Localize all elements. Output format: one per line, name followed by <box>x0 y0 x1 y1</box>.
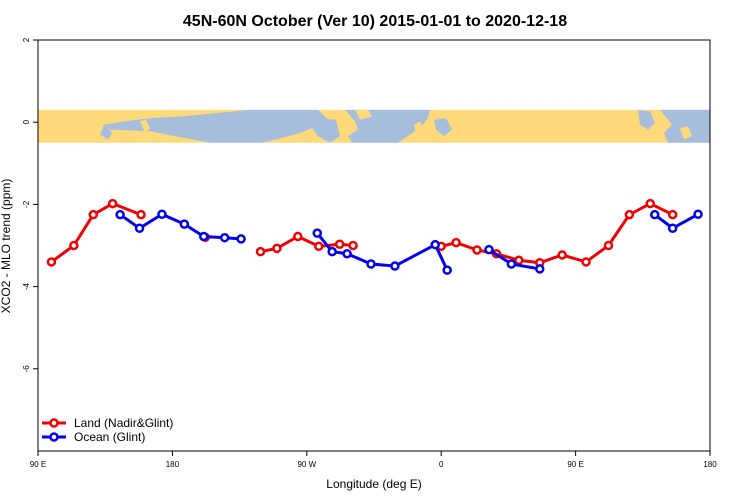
data-point <box>313 241 324 252</box>
plot-frame <box>37 39 711 452</box>
map-ocean-okhotsk <box>638 109 655 130</box>
data-point <box>69 240 79 251</box>
data-point <box>506 259 517 269</box>
data-point <box>645 198 656 209</box>
data-point <box>390 261 400 271</box>
series-lines <box>46 198 703 275</box>
data-point <box>157 209 167 220</box>
map-ocean-atlantic <box>345 109 430 143</box>
chart-title: 45N-60N October (Ver 10) 2015-01-01 to 2… <box>183 13 567 30</box>
data-point <box>88 209 99 220</box>
data-point <box>179 219 190 229</box>
x-tick-label: 180 <box>703 460 717 469</box>
y-tick-label: 0 <box>22 119 31 124</box>
map-ocean-pacific-east <box>660 109 710 143</box>
map-island-greenland-tip <box>355 109 372 120</box>
data-point <box>535 264 545 274</box>
y-tick-label: -6 <box>22 365 31 373</box>
data-point <box>107 198 118 209</box>
data-point <box>136 209 146 220</box>
legend-marker <box>49 418 59 428</box>
data-point <box>667 223 678 233</box>
x-axis: 90 E 180 90 W 0 90 E 180 <box>30 451 717 469</box>
legend-label: Land (Nadir&Glint) <box>74 416 173 430</box>
series-ocean <box>115 209 703 275</box>
data-point <box>327 246 337 257</box>
data-point <box>366 259 376 269</box>
x-tick-label: 90 E <box>30 460 46 469</box>
data-point <box>667 209 678 220</box>
data-point <box>472 245 482 255</box>
data-point <box>514 255 524 266</box>
y-tick-label: -4 <box>22 282 31 290</box>
data-point <box>312 228 323 238</box>
x-tick-label: 180 <box>166 460 180 469</box>
map-ocean-pacific <box>104 109 330 143</box>
x-tick-label: 90 E <box>567 460 583 469</box>
data-point <box>603 240 614 251</box>
y-tick-label: 2 <box>22 37 31 42</box>
y-axis-label: XCO2 - MLO trend (ppm) <box>0 179 13 314</box>
data-point <box>219 232 230 243</box>
data-point <box>693 209 703 220</box>
data-point <box>484 244 494 255</box>
map-island-alaska-east <box>680 126 692 140</box>
data-point <box>348 240 358 251</box>
map-band <box>38 109 710 143</box>
map-island-britain <box>414 121 424 135</box>
series-land <box>46 198 678 268</box>
map-ocean-baltic <box>434 118 452 137</box>
legend: Land (Nadir&Glint)Ocean (Glint) <box>42 416 173 444</box>
map-island-baffin <box>322 109 344 119</box>
data-point <box>334 239 345 250</box>
data-point <box>199 231 209 242</box>
data-point <box>236 234 246 244</box>
map-ocean-hudson-bay <box>312 118 340 143</box>
data-point <box>134 223 145 233</box>
data-point <box>557 250 567 260</box>
x-axis-label: Longitude (deg E) <box>326 477 421 491</box>
map-island-kamchatka <box>140 119 150 133</box>
data-point <box>255 246 266 257</box>
data-point <box>581 257 591 267</box>
legend-marker <box>49 432 59 442</box>
legend-label: Ocean (Glint) <box>74 430 145 444</box>
y-tick-label: -2 <box>22 200 31 208</box>
data-point <box>46 257 57 267</box>
data-point <box>649 209 660 220</box>
data-point <box>442 265 452 275</box>
y-axis: 2 0 -2 -4 -6 <box>22 37 38 372</box>
data-point <box>115 209 125 220</box>
data-point <box>451 237 461 248</box>
data-point <box>342 248 352 259</box>
data-point <box>624 209 635 220</box>
x-tick-label: 0 <box>439 460 444 469</box>
data-point <box>272 243 282 254</box>
data-point <box>293 231 303 242</box>
data-point <box>430 239 440 250</box>
x-tick-label: 90 W <box>297 460 316 469</box>
map-ocean-okhotsk-west <box>100 124 112 140</box>
